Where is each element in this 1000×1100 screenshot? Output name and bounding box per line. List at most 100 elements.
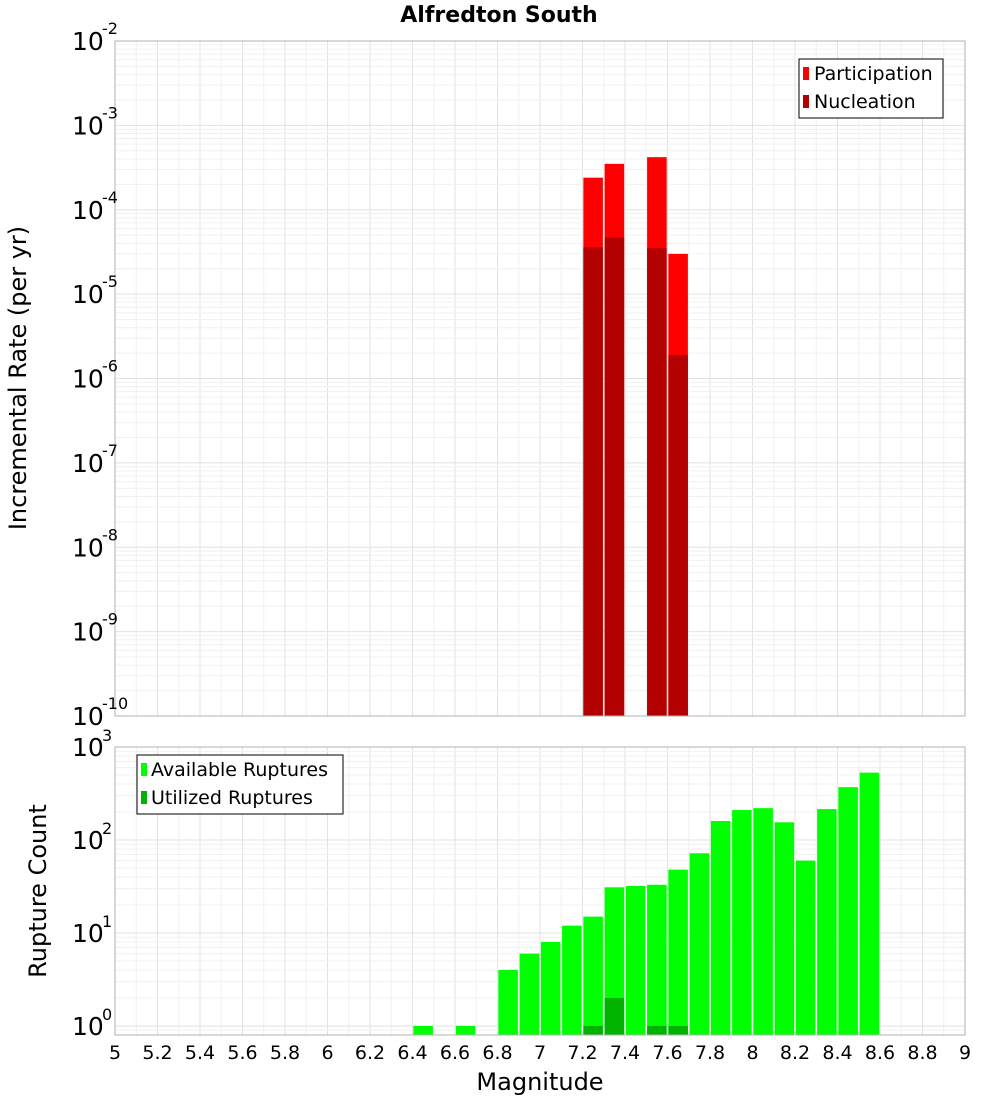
available-ruptures-legend-label: Available Ruptures <box>151 759 328 781</box>
available-ruptures-bar <box>732 810 752 1035</box>
y-tick-label-base: 10 <box>72 111 104 140</box>
x-tick-label: 8.4 <box>822 1042 852 1064</box>
available-ruptures-bar <box>795 860 816 1035</box>
y-tick-label-exponent: 3 <box>102 726 112 745</box>
available-ruptures-legend-swatch <box>141 763 147 776</box>
x-tick-label: 6.8 <box>482 1042 512 1064</box>
x-tick-label: 5.4 <box>185 1042 215 1064</box>
y-tick-label-exponent: -2 <box>102 19 118 38</box>
available-ruptures-bar <box>562 925 582 1035</box>
available-ruptures-bar <box>668 869 688 1035</box>
x-tick-label: 6.6 <box>440 1042 470 1064</box>
available-ruptures-bar <box>413 1025 433 1035</box>
participation-legend-label: Participation <box>814 63 933 85</box>
top-panel-grid <box>114 40 966 717</box>
x-tick-label: 5.2 <box>142 1042 172 1064</box>
y-tick-label-base: 10 <box>72 196 104 225</box>
available-ruptures-bar <box>689 853 710 1035</box>
x-axis-ticks: 5 5.2 5.4 5.6 5.8 6 6.2 6.4 6.6 6.8 7 7.2 7.4 7.6 7.8 8… <box>109 1042 971 1064</box>
utilized-ruptures-legend-label: Utilized Ruptures <box>151 787 313 809</box>
bottom-y-axis-label: Rupture Count <box>24 804 52 978</box>
y-tick-label-base: 10 <box>72 919 104 948</box>
bottom-legend: Available Ruptures Utilized Ruptures <box>136 754 344 815</box>
x-tick-label: 8 <box>746 1042 758 1064</box>
x-tick-label: 8.8 <box>907 1042 937 1064</box>
nucleation-bar <box>583 247 603 716</box>
x-tick-label: 7.2 <box>567 1042 597 1064</box>
y-tick-label-exponent: -3 <box>102 103 118 122</box>
available-ruptures-bar <box>647 884 667 1035</box>
available-ruptures-bar <box>710 821 731 1035</box>
y-tick-label-exponent: -8 <box>102 525 118 544</box>
y-tick-label-exponent: -7 <box>102 441 118 460</box>
y-tick-label-exponent: 1 <box>102 912 112 931</box>
y-tick-label-base: 10 <box>72 702 104 731</box>
available-ruptures-bar <box>838 787 858 1035</box>
available-ruptures-bar <box>817 809 837 1035</box>
utilized-ruptures-bar <box>604 997 625 1035</box>
top-panel-frame <box>114 40 966 717</box>
utilized-ruptures-bar <box>668 1025 688 1035</box>
y-tick-label-exponent: -4 <box>102 188 118 207</box>
nucleation-legend-label: Nucleation <box>814 91 916 113</box>
x-tick-label: 8.2 <box>780 1042 810 1064</box>
x-tick-label: 6 <box>321 1042 333 1064</box>
x-tick-label: 5.8 <box>270 1042 300 1064</box>
x-tick-label: 7.4 <box>610 1042 640 1064</box>
available-ruptures-bar <box>498 969 518 1035</box>
available-ruptures-bar <box>753 808 773 1035</box>
nucleation-bar <box>647 248 667 717</box>
y-tick-label-exponent: 0 <box>102 1005 112 1024</box>
available-ruptures-bar <box>625 886 646 1035</box>
chart-title: Alfredton South <box>400 3 597 28</box>
available-ruptures-bar <box>774 822 795 1035</box>
available-ruptures-bar <box>583 916 603 1035</box>
available-ruptures-bar <box>859 772 880 1035</box>
nucleation-legend-swatch <box>803 95 809 108</box>
y-tick-label-exponent: -10 <box>102 694 128 713</box>
y-tick-label-base: 10 <box>72 449 104 478</box>
available-ruptures-bar <box>455 1025 476 1035</box>
bottom-panel-frame <box>114 746 966 1036</box>
x-tick-label: 9 <box>959 1042 971 1064</box>
x-tick-label: 7.6 <box>652 1042 682 1064</box>
y-tick-label-base: 10 <box>72 365 104 394</box>
nucleation-bar <box>604 237 625 716</box>
top-y-axis-label: Incremental Rate (per yr) <box>4 226 32 530</box>
y-tick-label-base: 10 <box>72 1012 104 1041</box>
x-tick-label: 7.8 <box>695 1042 725 1064</box>
x-tick-label: 5 <box>109 1042 121 1064</box>
x-tick-label: 6.4 <box>397 1042 427 1064</box>
x-tick-label: 7 <box>534 1042 546 1064</box>
x-axis-label: Magnitude <box>476 1068 603 1096</box>
y-tick-label-exponent: 2 <box>102 819 112 838</box>
utilized-ruptures-legend-swatch <box>141 791 147 804</box>
utilized-ruptures-bar <box>583 1025 603 1035</box>
x-tick-label: 6.2 <box>355 1042 385 1064</box>
top-legend-box <box>798 58 944 119</box>
x-tick-label: 8.6 <box>865 1042 895 1064</box>
y-tick-label-base: 10 <box>72 733 104 762</box>
bottom-panel-bars <box>413 772 880 1035</box>
x-tick-label: 5.6 <box>227 1042 257 1064</box>
y-tick-label-exponent: -5 <box>102 272 118 291</box>
y-tick-label-base: 10 <box>72 27 104 56</box>
y-tick-label-base: 10 <box>72 280 104 309</box>
participation-legend-swatch <box>803 67 809 80</box>
y-tick-label-exponent: -6 <box>102 357 118 376</box>
bottom-legend-box <box>136 754 344 815</box>
y-tick-label-exponent: -9 <box>102 610 118 629</box>
available-ruptures-bar <box>540 942 561 1035</box>
nucleation-bar <box>668 354 688 716</box>
y-tick-label-base: 10 <box>72 533 104 562</box>
utilized-ruptures-bar <box>647 1025 667 1035</box>
top-legend: Participation Nucleation <box>798 58 944 119</box>
y-tick-label-base: 10 <box>72 618 104 647</box>
y-tick-label-base: 10 <box>72 826 104 855</box>
available-ruptures-bar <box>519 953 540 1035</box>
